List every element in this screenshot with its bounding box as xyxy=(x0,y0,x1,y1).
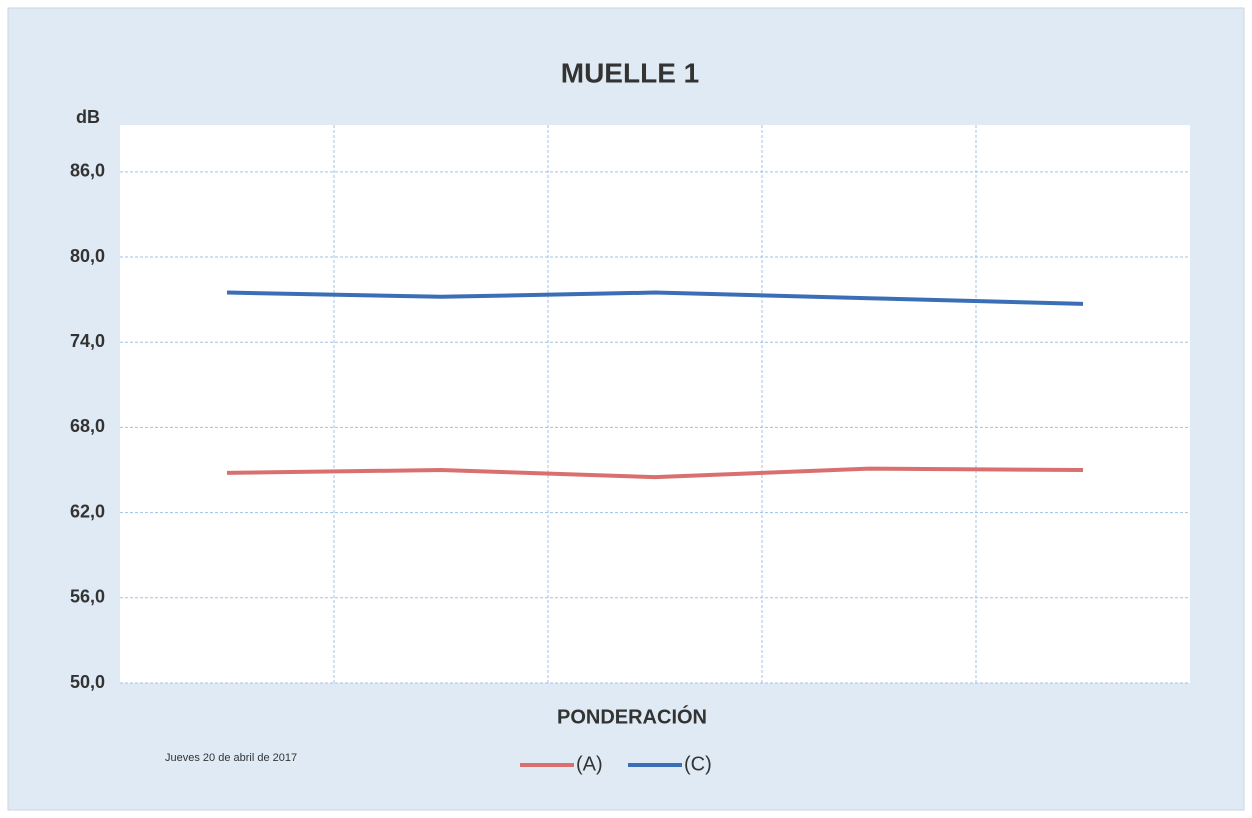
y-tick-label: 74,0 xyxy=(70,331,105,351)
chart-title: MUELLE 1 xyxy=(561,57,699,88)
line-series xyxy=(226,290,1084,306)
y-tick-label: 50,0 xyxy=(70,672,105,692)
y-tick-label: 80,0 xyxy=(70,246,105,266)
y-tick-label: 68,0 xyxy=(70,416,105,436)
line-series xyxy=(226,466,1084,480)
y-axis-label: dB xyxy=(76,107,100,127)
legend-label: (A) xyxy=(576,753,603,775)
plot-area xyxy=(120,125,1190,683)
y-tick-label: 86,0 xyxy=(70,161,105,181)
x-axis-label: PONDERACIÓN xyxy=(557,704,707,728)
legend-label: (C) xyxy=(684,753,712,775)
y-tick-label: 56,0 xyxy=(70,587,105,607)
y-tick-label: 62,0 xyxy=(70,501,105,521)
annotation: Jueves 20 de abril de 2017 xyxy=(165,752,297,764)
